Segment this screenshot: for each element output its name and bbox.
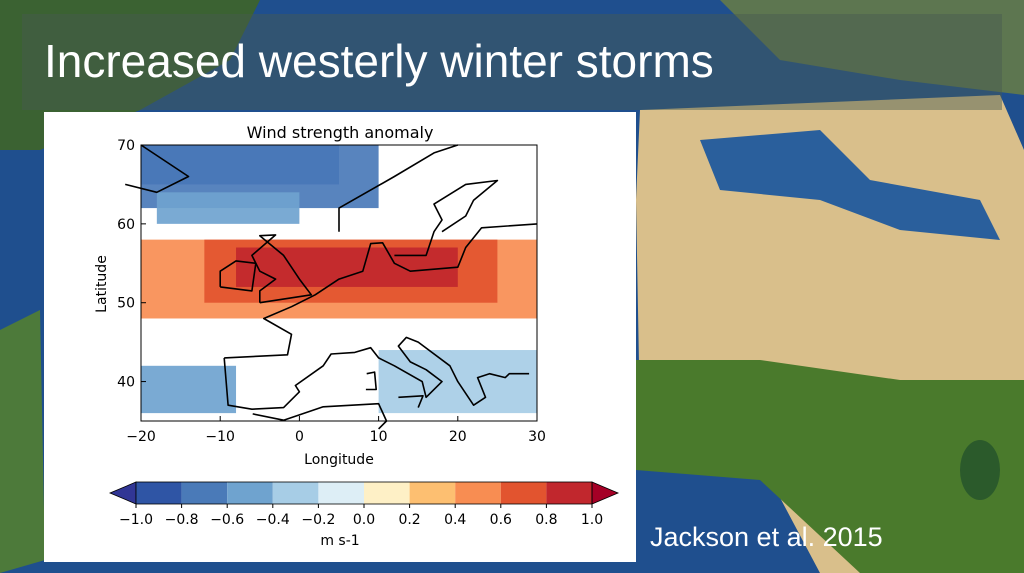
coastline-path (394, 179, 499, 257)
colorbar-segment (272, 482, 319, 504)
plot-area (141, 145, 537, 421)
coastline-path (223, 336, 530, 410)
colorbar-tick-label: 0.4 (444, 512, 466, 528)
colorbar-segment (181, 482, 228, 504)
colorbar-tick-label: −1.0 (119, 512, 153, 528)
y-axis-label: Latitude (94, 255, 110, 313)
colorbar-tick-label: 0.6 (490, 512, 512, 528)
colorbar-segment (364, 482, 410, 504)
y-tick-label: 40 (117, 375, 135, 391)
y-axis-ticks: 40 50 60 70 (117, 138, 146, 391)
coastline-path (365, 371, 377, 391)
x-tick-label: −10 (205, 429, 235, 445)
colorbar-segment (227, 482, 273, 504)
colorbar-segment (318, 482, 364, 504)
colorbar-ticks: −1.0 −0.8 −0.6 −0.4 −0.2 0.0 0.2 0.4 0.6 0.8 1.0 (119, 504, 603, 528)
anomaly-region (141, 365, 237, 414)
anomaly-region (236, 247, 458, 287)
coastline-path (219, 260, 257, 292)
colorbar-tick-label: −0.8 (165, 512, 199, 528)
coastline-path (224, 223, 538, 359)
x-axis-ticks: −20 −10 0 10 20 30 (126, 416, 546, 445)
x-axis-label: Longitude (304, 452, 374, 468)
y-tick-label: 60 (117, 217, 135, 233)
slide-title: Increased westerly winter storms (44, 35, 714, 87)
coastline-path (398, 395, 424, 408)
colorbar-segment (136, 482, 182, 504)
plot-frame (140, 144, 538, 422)
wind-anomaly-chart: Wind strength anomaly −20 −10 0 10 20 30 40 50… (94, 123, 620, 549)
anomaly-region (156, 192, 300, 224)
figure-panel: Wind strength anomaly −20 −10 0 10 20 30 40 50… (44, 112, 636, 562)
colorbar-tick-label: 0.8 (535, 512, 557, 528)
x-tick-label: 10 (370, 429, 388, 445)
colorbar-extend-low (108, 481, 137, 505)
title-band (22, 14, 1002, 110)
colorbar-tick-label: 0.2 (398, 512, 420, 528)
coastline (125, 144, 538, 430)
chart-title: Wind strength anomaly (247, 123, 434, 142)
coastline-path (251, 234, 313, 304)
colorbar-tick-label: 0.0 (353, 512, 375, 528)
colorbar-segment (409, 482, 456, 504)
colorbar-segment (500, 482, 547, 504)
colorbar-tick-label: −0.2 (301, 512, 335, 528)
colorbar-tick-label: −0.6 (210, 512, 244, 528)
colorbar (108, 481, 620, 505)
coastline-path (338, 144, 459, 232)
colorbar-extend-high (591, 481, 620, 505)
colorbar-tick-label: 1.0 (581, 512, 603, 528)
x-tick-label: 30 (528, 429, 546, 445)
coastline-path (252, 402, 388, 430)
y-tick-label: 50 (117, 296, 135, 312)
colorbar-segment (455, 482, 501, 504)
y-tick-label: 70 (117, 138, 135, 154)
citation: Jackson et al. 2015 (650, 522, 883, 552)
x-tick-label: 20 (449, 429, 467, 445)
colorbar-label: m s-1 (320, 533, 359, 549)
x-tick-label: −20 (126, 429, 156, 445)
x-tick-label: 0 (295, 429, 304, 445)
colorbar-tick-label: −0.4 (256, 512, 290, 528)
colorbar-segment (546, 482, 592, 504)
